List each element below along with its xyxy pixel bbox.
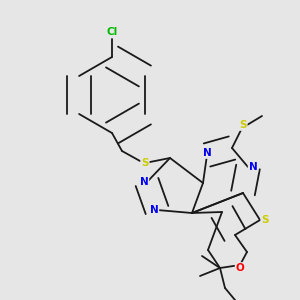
Text: N: N	[202, 148, 211, 158]
Text: N: N	[150, 205, 158, 215]
Text: N: N	[140, 177, 148, 187]
Text: S: S	[239, 120, 247, 130]
Text: S: S	[261, 215, 269, 225]
Text: O: O	[236, 263, 244, 273]
Text: Cl: Cl	[106, 27, 118, 37]
Text: N: N	[249, 162, 257, 172]
Text: S: S	[141, 158, 149, 168]
